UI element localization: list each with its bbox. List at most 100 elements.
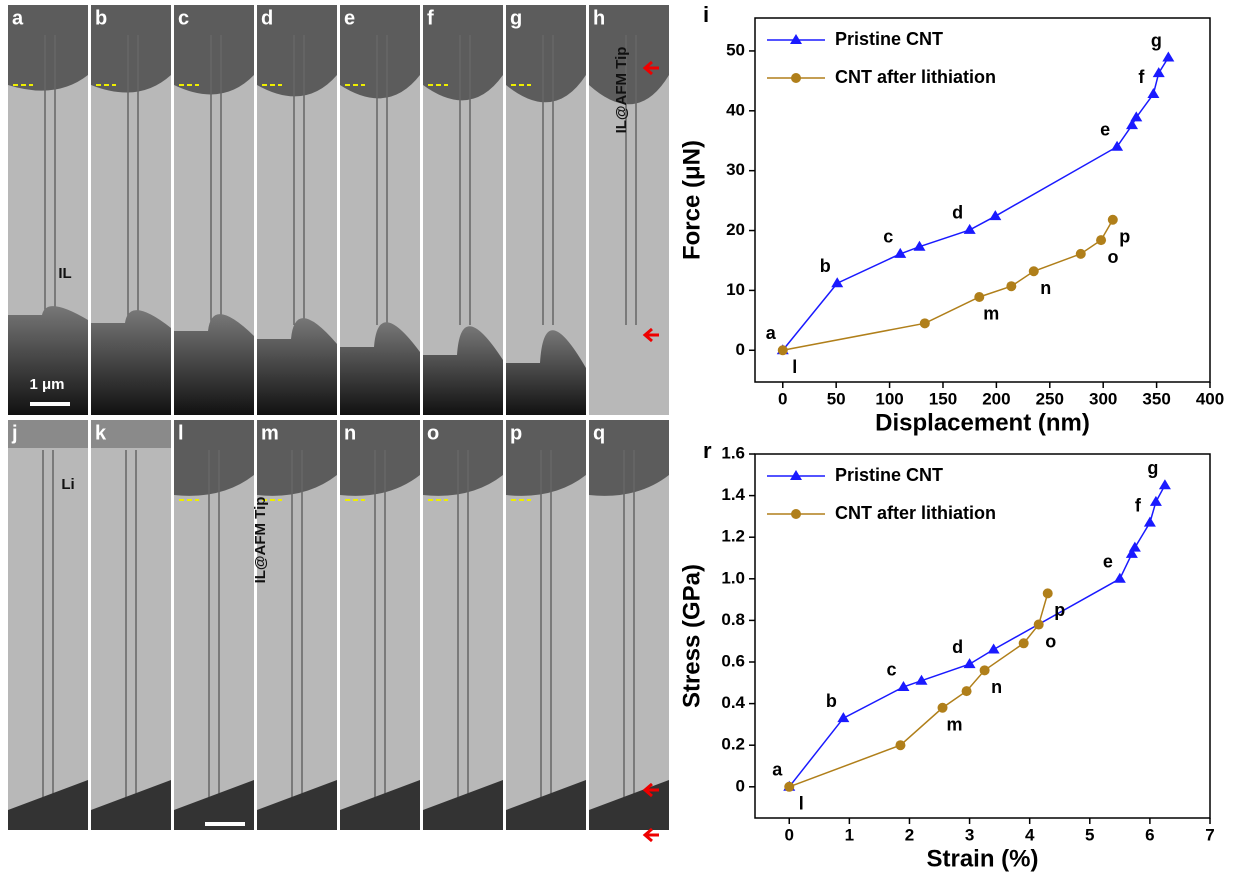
data-point xyxy=(831,277,844,288)
data-point xyxy=(915,674,928,685)
data-point xyxy=(1128,541,1141,552)
point-label: a xyxy=(772,760,783,780)
data-point xyxy=(1033,619,1044,630)
point-label: p xyxy=(1119,227,1130,247)
data-point xyxy=(987,643,1000,654)
y-tick-label: 1.6 xyxy=(721,443,745,462)
data-point xyxy=(1162,51,1175,62)
y-tick-label: 50 xyxy=(726,40,745,59)
y-tick-label: 30 xyxy=(726,160,745,179)
y-tick-label: 0.2 xyxy=(721,735,745,754)
electrode xyxy=(8,306,88,415)
afm-tip xyxy=(506,420,586,496)
y-tick-label: 1.4 xyxy=(721,485,745,504)
afm-tip xyxy=(423,5,503,101)
data-point xyxy=(1125,547,1138,558)
data-point xyxy=(913,240,926,251)
panel-label: g xyxy=(510,7,522,29)
x-tick-label: 100 xyxy=(875,389,903,408)
panel-label: q xyxy=(593,422,605,444)
data-point xyxy=(1028,266,1039,277)
panel-label: e xyxy=(344,7,355,29)
electrode xyxy=(506,330,586,415)
y-axis-title: Force (μN) xyxy=(678,140,705,260)
afm-tip xyxy=(340,5,420,99)
data-point xyxy=(1096,235,1107,246)
data-point xyxy=(784,781,795,792)
point-label: m xyxy=(983,304,999,324)
data-point xyxy=(937,702,948,713)
legend-marker xyxy=(790,470,802,480)
red-arrow xyxy=(642,327,659,343)
point-label: e xyxy=(1100,119,1110,139)
data-point xyxy=(1111,140,1124,151)
data-point xyxy=(897,680,910,691)
micrograph xyxy=(91,420,171,830)
afm-tip xyxy=(174,420,254,496)
y-axis-title: Stress (GPa) xyxy=(678,564,705,708)
lithium xyxy=(91,420,171,448)
data-point xyxy=(1018,638,1029,649)
point-label: n xyxy=(991,677,1002,697)
data-point xyxy=(1126,119,1139,130)
x-tick-label: 0 xyxy=(778,389,787,408)
point-label: f xyxy=(1138,67,1145,87)
point-label: b xyxy=(826,691,837,711)
afm-tip xyxy=(257,420,337,496)
x-tick-label: 1 xyxy=(845,825,854,844)
data-point xyxy=(1006,281,1017,292)
x-tick-label: 400 xyxy=(1196,389,1224,408)
panel-label: l xyxy=(178,422,184,444)
electrode xyxy=(91,780,171,830)
data-point xyxy=(1149,495,1162,506)
x-tick-label: 300 xyxy=(1089,389,1117,408)
data-point xyxy=(1152,67,1165,78)
point-label: n xyxy=(1040,278,1051,298)
afm-tip xyxy=(423,420,503,496)
point-label: o xyxy=(1108,247,1119,267)
point-label: b xyxy=(820,256,831,276)
electrode xyxy=(506,780,586,830)
plot-frame xyxy=(754,17,1211,383)
panel-label: c xyxy=(178,7,189,29)
y-tick-label: 1.0 xyxy=(721,568,745,587)
y-tick-label: 0.4 xyxy=(721,693,745,712)
point-label: l xyxy=(799,794,804,814)
data-point xyxy=(963,658,976,669)
annotation: 1 μm xyxy=(199,827,234,844)
panel-label: f xyxy=(427,7,434,29)
data-point xyxy=(777,345,788,356)
data-point xyxy=(989,210,1002,221)
data-point xyxy=(894,247,907,258)
electrode xyxy=(423,780,503,830)
y-tick-label: 40 xyxy=(726,100,745,119)
point-label: c xyxy=(883,227,893,247)
data-point xyxy=(837,712,850,723)
x-tick-label: 200 xyxy=(982,389,1010,408)
point-label: d xyxy=(952,203,963,223)
legend-label: CNT after lithiation xyxy=(835,67,996,87)
legend-marker xyxy=(791,73,801,83)
point-label: o xyxy=(1045,631,1056,651)
electrode xyxy=(340,322,420,415)
data-point xyxy=(979,665,990,676)
electrode xyxy=(174,314,254,415)
data-point xyxy=(1107,214,1118,225)
y-tick-label: 0.6 xyxy=(721,651,745,670)
x-tick-label: 250 xyxy=(1036,389,1064,408)
afm-tip xyxy=(340,420,420,496)
panel-label: r xyxy=(703,438,712,463)
point-label: f xyxy=(1135,495,1142,515)
x-tick-label: 7 xyxy=(1205,825,1214,844)
x-tick-label: 50 xyxy=(827,389,846,408)
panel-label: n xyxy=(344,422,356,444)
y-tick-label: 10 xyxy=(726,280,745,299)
scale-bar xyxy=(30,402,70,406)
point-label: d xyxy=(952,637,963,657)
x-tick-label: 350 xyxy=(1142,389,1170,408)
afm-tip xyxy=(91,5,171,93)
y-tick-label: 0.8 xyxy=(721,610,745,629)
annotation: IL xyxy=(58,265,71,282)
y-tick-label: 20 xyxy=(726,220,745,239)
